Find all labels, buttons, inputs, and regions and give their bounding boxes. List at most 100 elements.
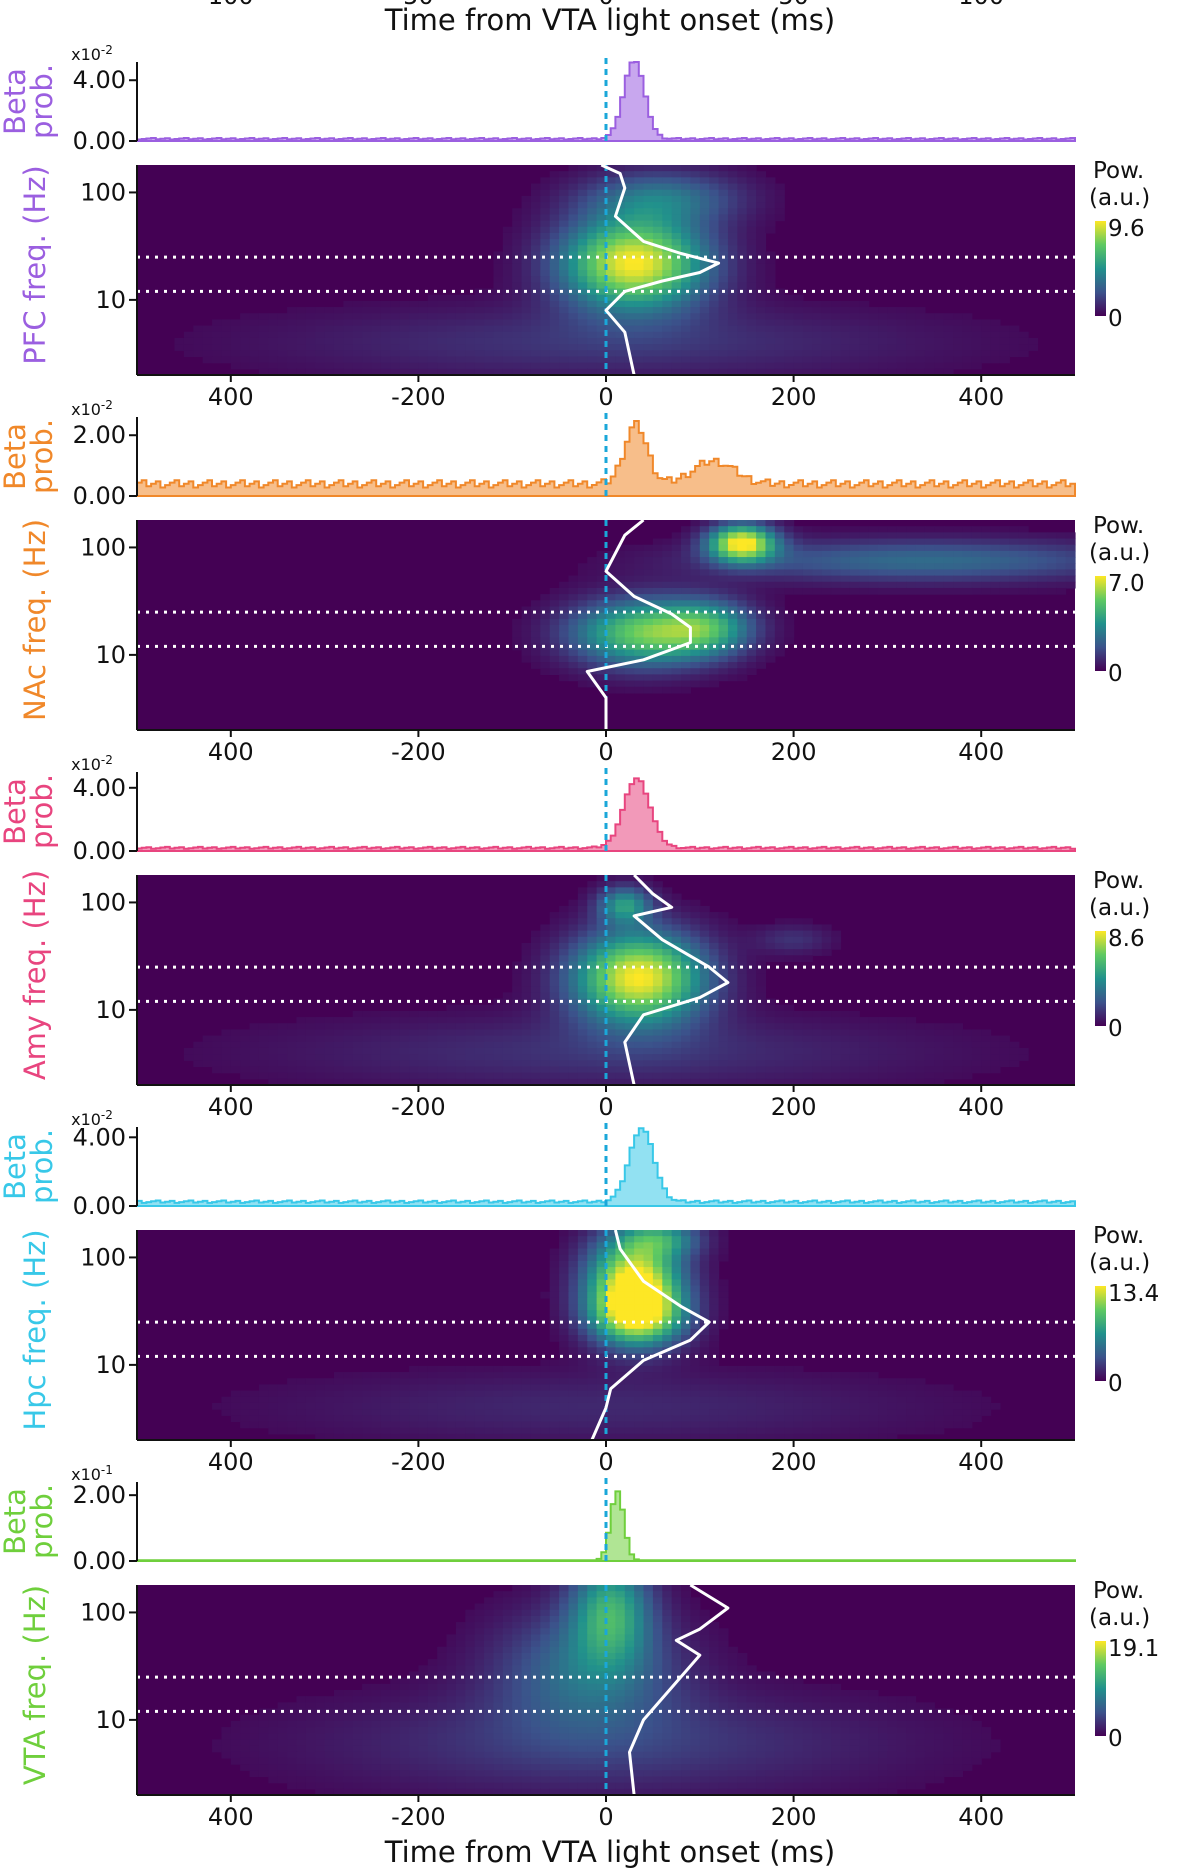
spectrogram-cell: [240, 1054, 251, 1061]
spectrogram-cell: [784, 557, 795, 564]
spectrogram-cell: [352, 1010, 363, 1018]
spectrogram-cell: [756, 220, 767, 228]
spectrogram-cell: [671, 1328, 682, 1336]
spectrogram-cell: [896, 587, 907, 595]
spectrogram-cell: [549, 1072, 560, 1080]
spectrogram-cell: [559, 918, 570, 926]
spectrogram-cell: [652, 1359, 663, 1367]
spectrogram-cell: [502, 331, 513, 339]
spectrogram-cell: [493, 319, 504, 327]
spectrogram-cell: [962, 344, 973, 351]
spectrogram-cell: [746, 967, 757, 975]
spectrogram-cell: [577, 1041, 588, 1049]
spectrogram-cell: [746, 1004, 757, 1012]
spectrogram-cell: [559, 1017, 570, 1024]
spectrogram-cell: [718, 612, 729, 620]
spectrogram-cell: [718, 550, 729, 558]
spectrogram-cell: [746, 662, 757, 669]
spectrogram-cell: [681, 936, 692, 944]
spectrogram-cell: [240, 344, 251, 351]
spectrogram-cell: [924, 1072, 935, 1080]
spectrogram-cell: [868, 344, 879, 351]
spectrogram-cell: [230, 1054, 241, 1061]
spectrogram-cell: [230, 344, 241, 351]
spectrogram-cell: [699, 202, 710, 209]
spectrogram-cell: [521, 1384, 532, 1392]
spectrogram-cell: [559, 1236, 570, 1243]
colorbar: Pow.(a.u.)7.00: [1089, 513, 1150, 687]
spectrogram-cell: [652, 171, 663, 178]
spectrogram-cell: [559, 1335, 570, 1342]
spectrogram-cell: [709, 674, 720, 682]
spectrogram-cell: [737, 307, 748, 314]
spectrogram-cell: [887, 307, 898, 314]
spectrogram-cell: [493, 313, 504, 321]
spectrogram-cell: [1037, 557, 1048, 564]
spectrogram-cell: [577, 263, 588, 271]
spectrogram-cell: [577, 918, 588, 926]
spectrogram-cell: [915, 575, 926, 583]
spectrogram-cell: [662, 668, 673, 676]
spectrogram-cell: [606, 1359, 616, 1367]
spectrogram-cell: [756, 1384, 767, 1392]
spectrogram-cell: [878, 526, 888, 533]
spectrogram-cell: [1018, 538, 1029, 546]
spectrogram-cell: [718, 270, 729, 277]
spectrogram-cell: [540, 232, 551, 240]
spectrogram-cell: [390, 1023, 401, 1031]
spectrogram-cell: [324, 1378, 335, 1386]
spectrogram-cell: [690, 1347, 701, 1355]
spectrogram-cell: [399, 356, 410, 364]
spectrogram-cell: [390, 325, 401, 333]
spectrogram-cell: [606, 986, 616, 993]
spectrogram-cell: [699, 1328, 710, 1336]
spectrogram-cell: [418, 362, 429, 370]
spectrogram-cell: [831, 1384, 842, 1392]
spectrogram-cell: [437, 1072, 448, 1080]
spectrogram-cell: [699, 325, 710, 333]
spectrogram-cell: [352, 300, 363, 308]
spectrogram-cell: [549, 344, 560, 351]
spectrogram-cell: [718, 912, 729, 919]
spectrogram-cell: [333, 1041, 344, 1049]
spectrogram-cell: [493, 1060, 504, 1068]
spectrogram-cell: [615, 600, 626, 608]
spectrogram-cell: [652, 270, 663, 277]
spectrogram-cell: [690, 195, 701, 203]
spectrogram-cell: [699, 1017, 710, 1024]
spectrogram-cell: [530, 257, 541, 265]
spectrogram-cell: [615, 1372, 626, 1379]
spectrogram-cell: [671, 649, 682, 657]
spectrogram-cell: [634, 936, 645, 944]
spectrogram-cell: [624, 544, 635, 552]
spectrogram-cell: [352, 1378, 363, 1386]
spectrogram-cell: [287, 1041, 298, 1049]
spectrogram-cell: [221, 1029, 232, 1037]
spectrogram-cell: [681, 307, 692, 314]
spectrogram-cell: [577, 232, 588, 240]
spectrogram-cell: [962, 1390, 973, 1398]
spectrogram-cell: [540, 930, 551, 938]
spectrogram-cell: [399, 1010, 410, 1018]
spectrogram-cell: [305, 307, 316, 314]
spectrogram-cell: [530, 967, 541, 975]
spectrogram-cell: [953, 325, 964, 333]
spectrogram-cell: [652, 544, 663, 552]
spectrogram-cell: [577, 1029, 588, 1037]
spectrogram-cell: [953, 1047, 964, 1055]
spectrogram-cell: [502, 1010, 513, 1018]
spectrogram-cell: [493, 350, 504, 358]
spectrogram-cell: [559, 189, 570, 197]
spectrogram-cell: [549, 1335, 560, 1342]
spectrogram-cell: [699, 563, 710, 571]
spectrogram-cell: [709, 331, 720, 339]
spectrogram-cell: [371, 1041, 382, 1049]
spectrogram-cell: [634, 1047, 645, 1055]
spectrogram-cell: [859, 344, 870, 351]
spectrogram-cell: [774, 643, 785, 651]
spectrogram-cell: [521, 257, 532, 265]
spectrogram-cell: [530, 245, 541, 253]
spectrogram-cell: [446, 1023, 457, 1031]
spectrogram-cell: [606, 992, 616, 1000]
spectrogram-cell: [624, 263, 635, 271]
